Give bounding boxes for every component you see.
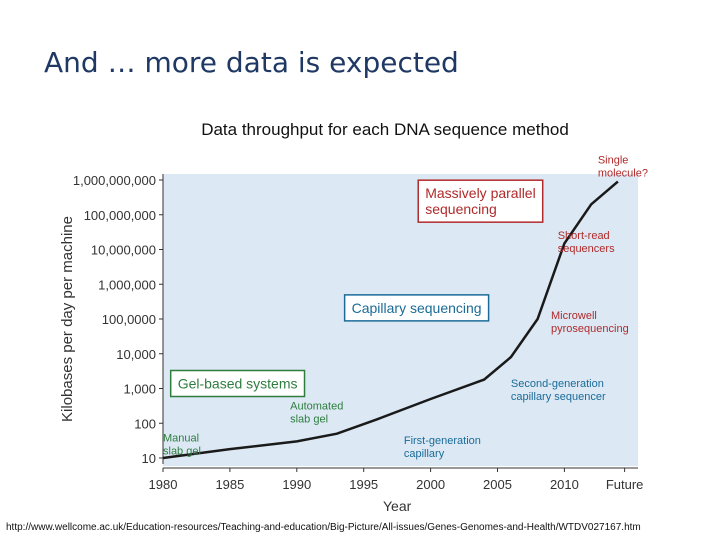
y-tick-label: 10 [142, 451, 156, 466]
y-tick-label: 1,000,000 [98, 277, 156, 292]
annotation-label: Automated slab gel [290, 400, 343, 425]
y-tick-label: 100,0000 [102, 312, 156, 327]
x-tick-label: 2000 [416, 477, 445, 492]
y-tick-label: 1,000 [123, 382, 156, 397]
y-tick-label: 10,000,000 [91, 243, 156, 258]
category-box [169, 369, 306, 398]
x-tick-label: 1990 [282, 477, 311, 492]
category-box [343, 294, 490, 322]
x-tick-label: Future [606, 477, 644, 492]
category-box [417, 179, 544, 223]
y-tick-label: 100 [134, 416, 156, 431]
slide-title: And … more data is expected [44, 46, 459, 79]
y-axis-title: Kilobases per day per machine [59, 216, 76, 422]
annotation-label: Second-generation capillary sequencer [511, 378, 606, 403]
y-tick-label: 1,000,000,000 [73, 173, 156, 188]
x-axis-title: Year [383, 498, 412, 514]
chart-heading: Data throughput for each DNA sequence me… [201, 120, 569, 139]
annotation-label: Manual slab gel [163, 432, 201, 457]
x-tick-label: 1995 [349, 477, 378, 492]
source-link[interactable]: http://www.wellcome.ac.uk/Education-reso… [6, 522, 641, 533]
annotation-label: First-generation capillary [404, 435, 481, 460]
annotation-label: Short-read sequencers [558, 230, 615, 255]
x-tick-label: 2010 [550, 477, 579, 492]
category-box-label: Gel-based systems [178, 376, 298, 392]
x-tick-label: 1980 [149, 477, 178, 492]
throughput-series-line [162, 180, 619, 460]
category-box-label: Capillary sequencing [352, 300, 482, 316]
annotation-label: Single molecule? [598, 154, 648, 179]
category-box-label: Massively parallel sequencing [425, 185, 535, 217]
y-tick-label: 100,000,000 [84, 208, 156, 223]
y-tick-label: 10,000 [116, 347, 156, 362]
x-tick-label: 2005 [483, 477, 512, 492]
annotation-label: Microwell pyrosequencing [551, 310, 629, 335]
x-tick-label: 1985 [215, 477, 244, 492]
dna-throughput-chart: 1980 1985 1990 1995 2000 2005 2010 Future Year 10… [59, 154, 648, 514]
